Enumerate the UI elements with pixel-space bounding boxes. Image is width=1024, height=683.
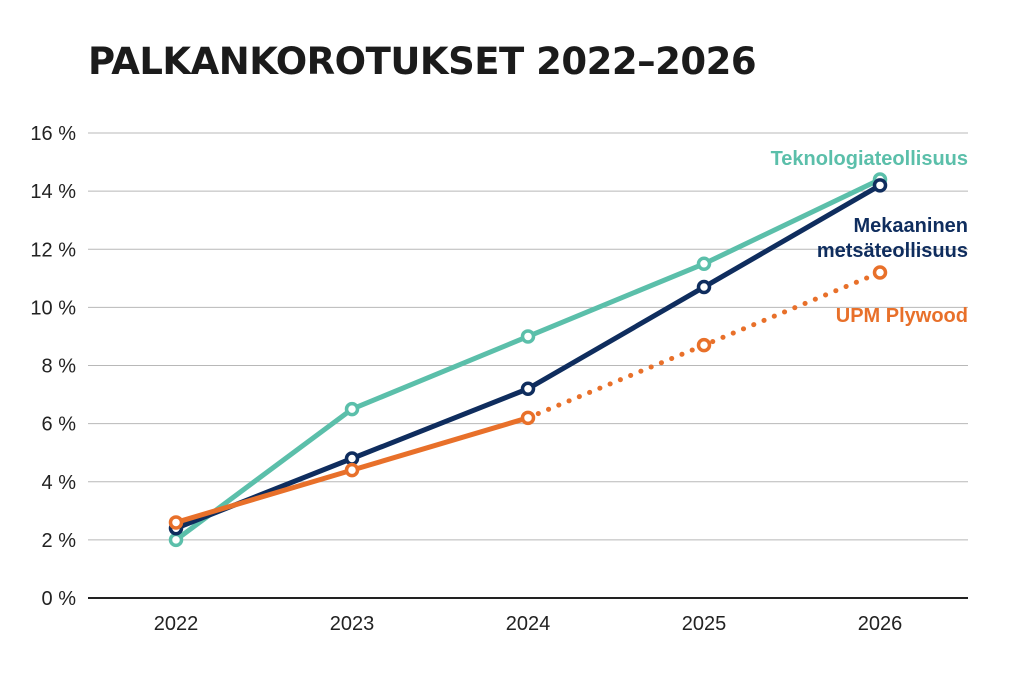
x-tick-label: 2024	[506, 613, 551, 635]
y-tick-label: 14 %	[30, 181, 76, 203]
series-3	[168, 265, 888, 530]
data-point	[520, 410, 536, 426]
series-label: Mekaaninen metsäteollisuus	[817, 215, 968, 262]
series-label-line: metsäteollisuus	[817, 240, 968, 262]
series-label-line: Teknologiateollisuus	[771, 148, 968, 170]
data-point	[696, 256, 712, 272]
data-point	[872, 178, 888, 193]
x-tick-label: 2022	[154, 613, 199, 635]
series-label: Teknologiateollisuus	[771, 148, 968, 170]
y-tick-label: 8 %	[42, 356, 77, 378]
series-1	[168, 172, 888, 548]
data-point	[520, 329, 536, 344]
x-axis-ticks: 2022 2023 2024 2025 2026	[154, 613, 903, 635]
data-point	[696, 337, 712, 353]
y-tick-label: 2 %	[42, 530, 77, 552]
y-tick-label: 0 %	[42, 588, 77, 610]
data-point	[344, 401, 360, 417]
series-lines	[168, 172, 888, 548]
series-labels: Teknologiateollisuus Mekaaninen metsäteoll…	[771, 148, 968, 327]
x-tick-label: 2025	[682, 613, 727, 635]
y-tick-label: 10 %	[30, 297, 76, 319]
series-label-line: Mekaaninen	[854, 215, 968, 237]
series-2	[168, 178, 888, 536]
gridlines	[88, 132, 968, 599]
x-tick-label: 2023	[330, 613, 375, 635]
data-point	[520, 381, 536, 396]
y-tick-label: 6 %	[42, 414, 77, 436]
data-point	[872, 265, 888, 280]
data-point	[344, 451, 360, 466]
data-point	[344, 462, 360, 478]
chart-title: PALKANKOROTUKSET 2022–2026	[88, 40, 757, 83]
x-tick-label: 2026	[858, 613, 903, 635]
series-line	[173, 182, 883, 531]
data-point	[168, 532, 184, 548]
series-label-line: UPM Plywood	[836, 305, 968, 327]
data-point	[696, 279, 712, 295]
y-tick-label: 12 %	[30, 239, 76, 261]
data-point	[168, 515, 184, 530]
y-tick-label: 16 %	[30, 123, 76, 145]
y-axis-ticks: 0 % 2 % 4 % 6 % 8 % 10 % 12 % 14 % 16 %	[30, 123, 76, 610]
y-tick-label: 4 %	[42, 472, 77, 494]
series-label: UPM Plywood	[836, 305, 968, 327]
